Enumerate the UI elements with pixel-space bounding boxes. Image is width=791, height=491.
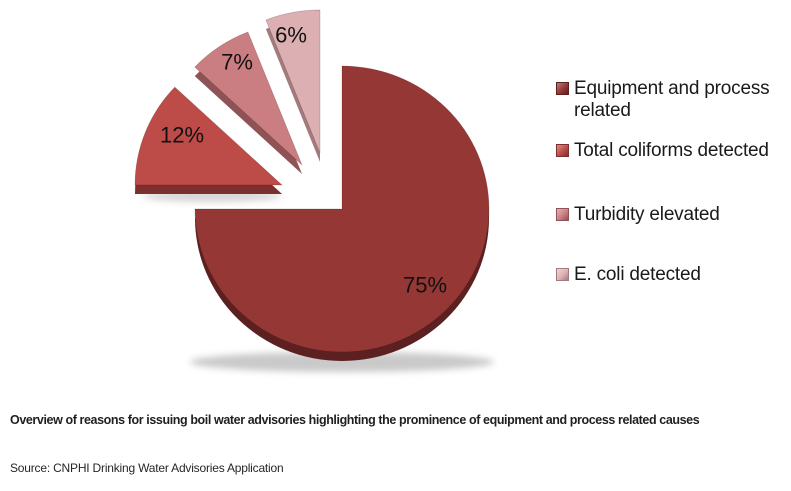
legend-label: Total coliforms detected [574, 140, 769, 161]
chart-legend: Equipment and process related Total colif… [556, 78, 788, 286]
legend-label: E. coli detected [574, 264, 701, 285]
legend-marker [556, 82, 569, 95]
pie-slice [134, 86, 283, 186]
pie-slice-label: 75% [403, 273, 447, 298]
legend-item: Total coliforms detected [556, 140, 788, 162]
legend-marker [556, 208, 569, 221]
pie-slice [194, 31, 303, 166]
pie-slice [265, 9, 321, 154]
source-note: Source: CNPHI Drinking Water Advisories … [10, 461, 284, 475]
pie-slices: 75% 12% 7% 6% [134, 9, 494, 372]
pie-chart: 75% 12% 7% 6% [134, 9, 494, 372]
pie-shadow [190, 352, 494, 372]
pie-slice-label: 12% [160, 123, 204, 148]
legend-label: Turbidity elevated [574, 204, 720, 225]
legend-marker [556, 268, 569, 281]
chart-caption: Overview of reasons for issuing boil wat… [10, 413, 700, 427]
legend-item: Turbidity elevated [556, 204, 788, 226]
pie-slice [194, 65, 490, 353]
legend-marker [556, 144, 569, 157]
pie-slice-label: 7% [221, 50, 253, 75]
legend-item: E. coli detected [556, 264, 788, 286]
legend-item: Equipment and process related [556, 78, 788, 122]
legend-label: Equipment and process related [574, 78, 770, 121]
pie-slice-label: 6% [275, 23, 307, 48]
